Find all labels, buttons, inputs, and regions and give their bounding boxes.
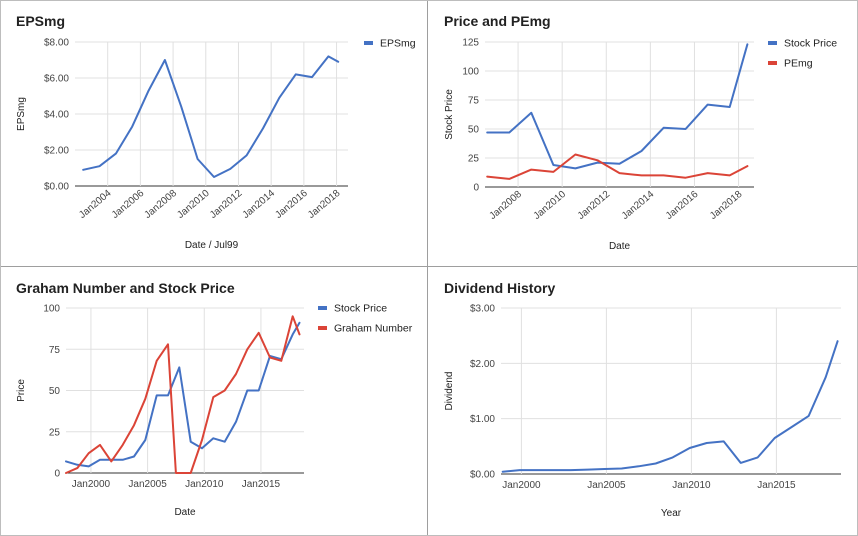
y-tick-label: 50 xyxy=(468,125,480,136)
x-tick-label: Jan2000 xyxy=(502,480,541,491)
x-axis-label: Date xyxy=(174,507,196,518)
series-line-0 xyxy=(501,340,839,473)
y-tick-label: 100 xyxy=(43,304,60,315)
x-tick-label: Jan2008 xyxy=(488,189,525,222)
y-tick-label: 50 xyxy=(49,386,61,397)
legend-swatch xyxy=(364,41,373,45)
y-axis-label: EPSmg xyxy=(16,97,27,131)
chart-title: Dividend History xyxy=(444,280,555,296)
series-line-1 xyxy=(486,153,749,180)
legend-label: PEmg xyxy=(784,58,813,70)
x-tick-label: Jan2014 xyxy=(241,188,278,221)
x-tick-label: Jan2010 xyxy=(175,188,212,221)
legend-swatch xyxy=(318,326,327,330)
x-axis-label: Year xyxy=(661,508,682,519)
x-tick-label: Jan2012 xyxy=(576,189,613,222)
y-tick-label: 0 xyxy=(54,469,60,480)
y-axis-label: Price xyxy=(16,379,27,402)
y-tick-label: 75 xyxy=(468,96,480,107)
x-tick-label: Jan2005 xyxy=(128,479,167,490)
series-line-0 xyxy=(82,55,340,178)
x-tick-label: Jan2010 xyxy=(532,189,569,222)
y-tick-label: 75 xyxy=(49,345,61,356)
chart-title: EPSmg xyxy=(16,13,65,29)
x-tick-label: Jan2016 xyxy=(664,189,701,222)
x-tick-label: Jan2015 xyxy=(757,480,796,491)
x-tick-label: Jan2008 xyxy=(143,188,180,221)
x-tick-label: Jan2010 xyxy=(185,479,224,490)
series-line-1 xyxy=(65,315,301,474)
y-tick-label: $2.00 xyxy=(44,146,69,157)
x-tick-label: Jan2005 xyxy=(587,480,626,491)
horizontal-divider xyxy=(0,266,858,267)
vertical-divider xyxy=(427,0,428,536)
y-tick-label: 0 xyxy=(473,183,479,194)
y-tick-label: 125 xyxy=(462,38,479,49)
x-tick-label: Jan2018 xyxy=(306,188,343,221)
legend-label: Graham Number xyxy=(334,323,413,335)
x-tick-label: Jan2010 xyxy=(672,480,711,491)
x-tick-label: Jan2016 xyxy=(273,188,310,221)
x-axis-label: Date xyxy=(609,241,631,252)
y-tick-label: 25 xyxy=(468,154,480,165)
price-pemg-chart-panel: Price and PEmg 0 25 50 75 100 125 Jan2008 Jan201… xyxy=(428,0,858,266)
y-tick-label: $4.00 xyxy=(44,110,69,121)
x-tick-label: Jan2015 xyxy=(242,479,281,490)
legend-swatch xyxy=(768,61,777,65)
x-tick-label: Jan2006 xyxy=(110,188,147,221)
y-axis-label: Dividend xyxy=(444,372,455,411)
legend-label: EPSmg xyxy=(380,38,416,50)
eps-chart-panel: EPSmg $0.00 $2.00 $4.00 $6.00 $8.00 Jan2004 Jan… xyxy=(0,0,427,266)
x-tick-label: Jan2000 xyxy=(72,479,111,490)
legend-swatch xyxy=(768,41,777,45)
x-tick-label: Jan2012 xyxy=(208,188,245,221)
y-tick-label: 25 xyxy=(49,427,61,438)
x-tick-label: Jan2004 xyxy=(77,188,114,221)
chart-title: Graham Number and Stock Price xyxy=(16,280,235,296)
x-tick-label: Jan2014 xyxy=(620,189,657,222)
legend-label: Stock Price xyxy=(334,303,387,315)
y-tick-label: $6.00 xyxy=(44,74,69,85)
y-tick-label: $0.00 xyxy=(44,182,69,193)
y-tick-label: $3.00 xyxy=(470,304,495,315)
graham-chart: Graham Number and Stock Price 0 25 50 75 100 J… xyxy=(16,280,413,518)
dividend-chart-panel: Dividend History $0.00 $1.00 $2.00 $3.00 Jan2… xyxy=(428,267,858,536)
legend-label: Stock Price xyxy=(784,38,837,50)
chart-title: Price and PEmg xyxy=(444,13,551,29)
x-axis-label: Date / Jul99 xyxy=(185,240,239,251)
dividend-chart: Dividend History $0.00 $1.00 $2.00 $3.00 Jan2… xyxy=(444,280,841,519)
y-tick-label: $1.00 xyxy=(470,414,495,425)
y-axis-label: Stock Price xyxy=(444,89,455,140)
x-tick-label: Jan2018 xyxy=(708,189,745,222)
y-tick-label: $8.00 xyxy=(44,38,69,49)
y-tick-label: $2.00 xyxy=(470,359,495,370)
series-line-0 xyxy=(65,321,301,468)
y-tick-label: $0.00 xyxy=(470,470,495,481)
eps-chart: EPSmg$0.00$2.00$4.00$6.00$8.00Jan2004Jan… xyxy=(16,13,416,251)
graham-chart-panel: Graham Number and Stock Price 0 25 50 75 100 J… xyxy=(0,267,427,536)
series-line-0 xyxy=(486,43,749,170)
y-tick-label: 100 xyxy=(462,67,479,78)
legend-swatch xyxy=(318,306,327,310)
